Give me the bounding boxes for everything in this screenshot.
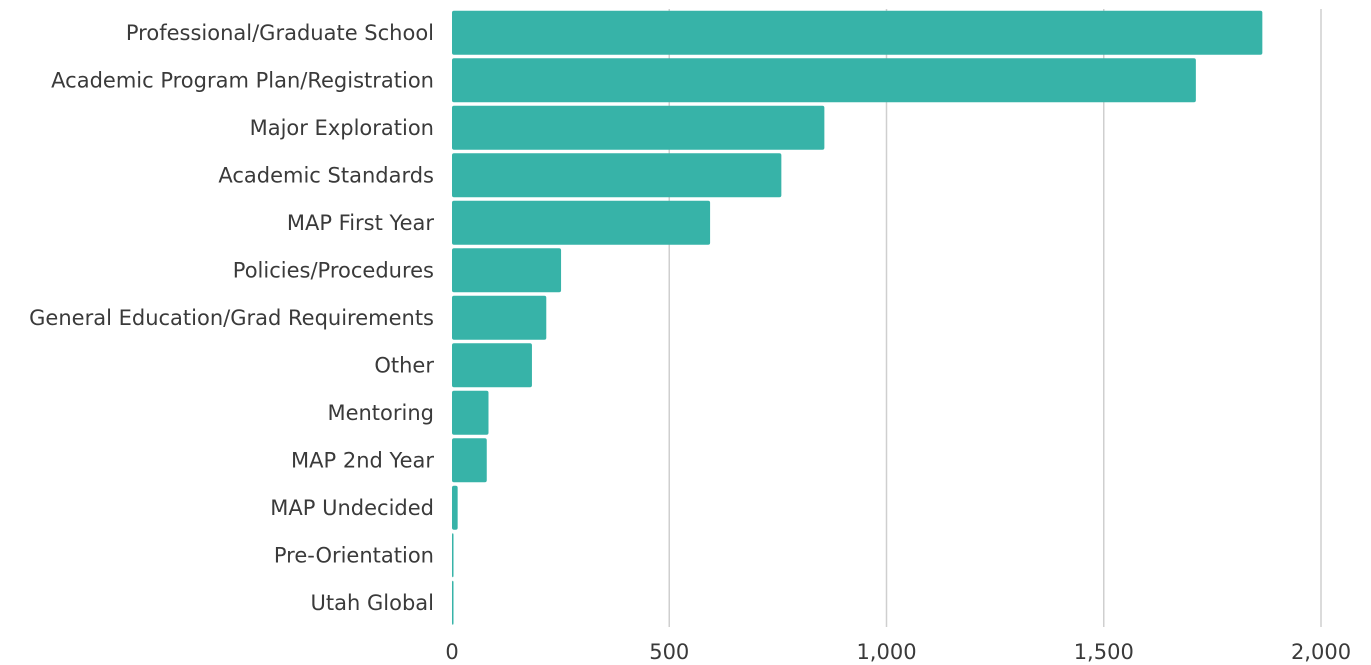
category-label: MAP First Year bbox=[287, 211, 435, 235]
category-label: Pre-Orientation bbox=[274, 543, 434, 567]
category-label: Policies/Procedures bbox=[233, 258, 434, 282]
x-axis-tick-labels: 0 500 1,000 1,500 2,000 bbox=[445, 640, 1351, 664]
bar bbox=[452, 580, 454, 625]
bar bbox=[452, 343, 532, 388]
category-labels: Professional/Graduate School Academic Pro… bbox=[29, 21, 434, 615]
x-tick-label: 0 bbox=[445, 640, 458, 664]
category-label: MAP 2nd Year bbox=[291, 448, 434, 472]
category-label: Academic Program Plan/Registration bbox=[51, 68, 434, 92]
bar bbox=[452, 153, 782, 198]
category-label: Mentoring bbox=[327, 401, 434, 425]
bar bbox=[452, 200, 711, 245]
category-label: Utah Global bbox=[311, 591, 434, 615]
bar-layer bbox=[452, 10, 1263, 625]
x-tick-label: 500 bbox=[649, 640, 689, 664]
bar bbox=[452, 58, 1196, 103]
category-label: MAP Undecided bbox=[270, 496, 434, 520]
grid-layer bbox=[668, 9, 1322, 627]
x-tick-label: 1,000 bbox=[856, 640, 916, 664]
bar bbox=[452, 295, 547, 340]
bar bbox=[452, 533, 454, 578]
category-label: Other bbox=[374, 353, 434, 377]
bar bbox=[452, 248, 562, 293]
bar bbox=[452, 105, 825, 150]
category-label: Academic Standards bbox=[218, 163, 434, 187]
bar bbox=[452, 390, 489, 435]
x-tick-label: 2,000 bbox=[1291, 640, 1351, 664]
category-label: Professional/Graduate School bbox=[126, 21, 434, 45]
bar bbox=[452, 10, 1263, 55]
bar bbox=[452, 438, 487, 483]
bar bbox=[452, 485, 458, 530]
category-label: General Education/Grad Requirements bbox=[29, 306, 434, 330]
category-label: Major Exploration bbox=[250, 116, 434, 140]
x-tick-label: 1,500 bbox=[1074, 640, 1134, 664]
